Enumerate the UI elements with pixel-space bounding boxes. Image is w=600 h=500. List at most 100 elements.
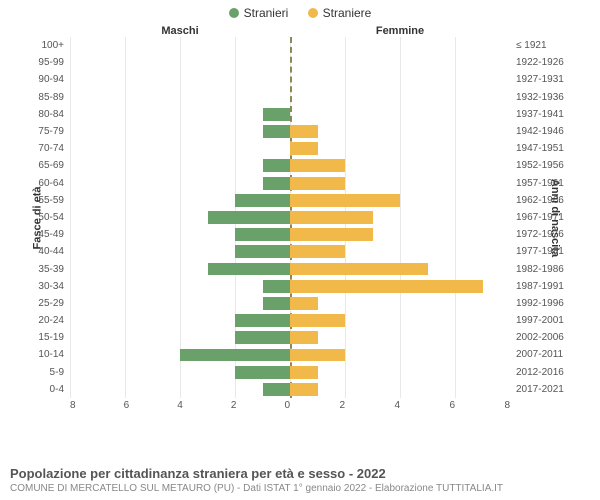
bar-female — [290, 211, 373, 224]
bar-male — [263, 125, 291, 138]
pyramid-row: 30-34 1987-1991 — [20, 278, 580, 295]
age-group-label: 30-34 — [20, 281, 70, 292]
bar-female — [290, 125, 318, 138]
bar-male — [263, 177, 291, 190]
bar-male — [263, 108, 291, 121]
age-group-label: 85-89 — [20, 92, 70, 103]
x-tick: 6 — [449, 400, 455, 411]
legend-label-male: Stranieri — [244, 6, 289, 20]
birth-year-label: 1927-1931 — [510, 74, 580, 85]
bar-male — [208, 211, 291, 224]
bar-female — [290, 142, 318, 155]
pyramid-row: 5-9 2012-2016 — [20, 364, 580, 381]
birth-year-label: 2017-2021 — [510, 384, 580, 395]
bar-female — [290, 297, 318, 310]
age-group-label: 100+ — [20, 40, 70, 51]
pyramid-row: 70-741947-1951 — [20, 140, 580, 157]
chart-rows: 100+≤ 192195-991922-192690-941927-193185… — [20, 37, 580, 398]
bar-male — [263, 297, 291, 310]
chart-footer: Popolazione per cittadinanza straniera p… — [10, 466, 503, 494]
bar-female — [290, 383, 318, 396]
header-female: Femmine — [290, 25, 510, 37]
pyramid-row: 100+ ≤ 1921 — [20, 37, 580, 54]
bar-male — [180, 349, 290, 362]
bar-male — [235, 194, 290, 207]
legend-label-female: Straniere — [323, 6, 372, 20]
x-tick: 2 — [231, 400, 237, 411]
pyramid-row: 40-441977-1981 — [20, 243, 580, 260]
age-group-label: 0-4 — [20, 384, 70, 395]
pyramid-row: 80-841937-1941 — [20, 106, 580, 123]
legend-swatch-male — [229, 8, 239, 18]
birth-year-label: 1942-1946 — [510, 126, 580, 137]
bar-male — [235, 245, 290, 258]
bar-male — [235, 228, 290, 241]
birth-year-label: 1952-1956 — [510, 160, 580, 171]
age-group-label: 35-39 — [20, 264, 70, 275]
pyramid-row: 55-59 1962-1966 — [20, 192, 580, 209]
bar-female — [290, 194, 400, 207]
age-group-label: 15-19 — [20, 332, 70, 343]
bar-female — [290, 349, 345, 362]
pyramid-row: 0-4 2017-2021 — [20, 381, 580, 398]
bar-male — [263, 280, 291, 293]
x-tick: 4 — [177, 400, 183, 411]
birth-year-label: 1967-1971 — [510, 212, 580, 223]
age-group-label: 80-84 — [20, 109, 70, 120]
age-group-label: 20-24 — [20, 315, 70, 326]
age-group-label: 60-64 — [20, 178, 70, 189]
birth-year-label: 1957-1961 — [510, 178, 580, 189]
x-tick: 4 — [394, 400, 400, 411]
pyramid-row: 25-291992-1996 — [20, 295, 580, 312]
age-group-label: 75-79 — [20, 126, 70, 137]
pyramid-row: 15-19 2002-2006 — [20, 329, 580, 346]
birth-year-label: 1987-1991 — [510, 281, 580, 292]
birth-year-label: 2012-2016 — [510, 367, 580, 378]
population-pyramid-chart: Fasce di età Anni di nascita Maschi Femm… — [20, 25, 580, 411]
legend-item-female: Straniere — [308, 6, 372, 20]
legend-swatch-female — [308, 8, 318, 18]
bar-male — [263, 159, 291, 172]
pyramid-row: 20-24 1997-2001 — [20, 312, 580, 329]
age-group-label: 25-29 — [20, 298, 70, 309]
age-group-label: 55-59 — [20, 195, 70, 206]
pyramid-row: 60-64 1957-1961 — [20, 175, 580, 192]
pyramid-row: 45-49 1972-1976 — [20, 226, 580, 243]
bar-female — [290, 280, 483, 293]
bar-female — [290, 159, 345, 172]
bar-male — [208, 263, 291, 276]
age-group-label: 45-49 — [20, 229, 70, 240]
legend-item-male: Stranieri — [229, 6, 289, 20]
x-tick: 2 — [339, 400, 345, 411]
pyramid-row: 50-54 1967-1971 — [20, 209, 580, 226]
pyramid-row: 90-94 1927-1931 — [20, 71, 580, 88]
age-group-label: 50-54 — [20, 212, 70, 223]
column-headers: Maschi Femmine — [20, 25, 580, 37]
bar-female — [290, 228, 373, 241]
x-axis: 86420 2468 — [20, 400, 580, 411]
birth-year-label: 1997-2001 — [510, 315, 580, 326]
bar-female — [290, 331, 318, 344]
pyramid-row: 75-79 1942-1946 — [20, 123, 580, 140]
bar-male — [263, 383, 291, 396]
bar-female — [290, 314, 345, 327]
pyramid-row: 10-142007-2011 — [20, 346, 580, 363]
bar-male — [235, 314, 290, 327]
birth-year-label: 1962-1966 — [510, 195, 580, 206]
birth-year-label: ≤ 1921 — [510, 40, 580, 51]
age-group-label: 95-99 — [20, 57, 70, 68]
x-tick: 6 — [124, 400, 130, 411]
birth-year-label: 2002-2006 — [510, 332, 580, 343]
birth-year-label: 1972-1976 — [510, 229, 580, 240]
pyramid-row: 65-691952-1956 — [20, 157, 580, 174]
bar-male — [235, 331, 290, 344]
legend: Stranieri Straniere — [0, 0, 600, 21]
age-group-label: 90-94 — [20, 74, 70, 85]
birth-year-label: 1977-1981 — [510, 246, 580, 257]
bar-male — [235, 366, 290, 379]
age-group-label: 5-9 — [20, 367, 70, 378]
chart-subtitle: COMUNE DI MERCATELLO SUL METAURO (PU) - … — [10, 483, 503, 494]
birth-year-label: 2007-2011 — [510, 349, 580, 360]
x-tick: 8 — [70, 400, 76, 411]
birth-year-label: 1982-1986 — [510, 264, 580, 275]
